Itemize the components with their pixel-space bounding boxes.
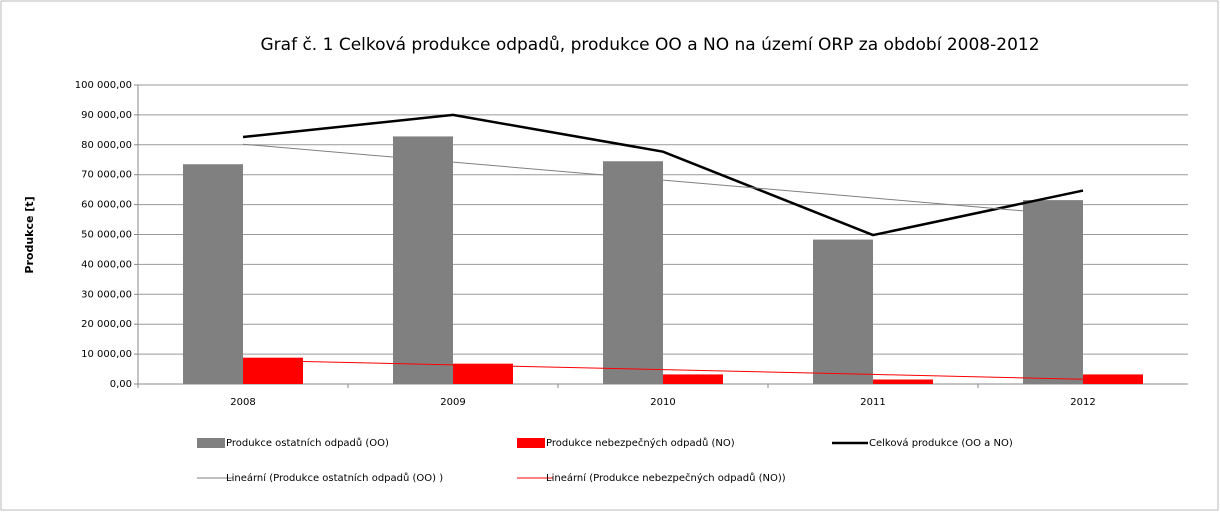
y-tick-label: 0,00 <box>110 379 132 390</box>
trend-line <box>242 143 1084 217</box>
y-tick-label: 40 000,00 <box>81 259 132 270</box>
bar <box>1023 200 1083 384</box>
legend-label: Produkce ostatních odpadů (OO) <box>226 437 389 449</box>
y-tick-label: 30 000,00 <box>81 289 132 300</box>
legend-label: Celková produkce (OO a NO) <box>869 437 1013 449</box>
y-tick-label: 60 000,00 <box>81 200 132 211</box>
y-tick-label: 90 000,00 <box>81 110 132 121</box>
x-tick-label: 2010 <box>650 397 675 408</box>
y-tick-label: 20 000,00 <box>81 319 132 330</box>
trend-line <box>242 359 1084 380</box>
x-tick-label: 2008 <box>230 397 255 408</box>
x-tick-label: 2012 <box>1070 397 1095 408</box>
legend-label: Produkce nebezpečných odpadů (NO) <box>546 437 735 449</box>
x-tick-label: 2011 <box>860 397 885 408</box>
y-tick-label: 100 000,00 <box>75 80 132 91</box>
y-tick-label: 70 000,00 <box>81 170 132 181</box>
y-axis-label: Produkce [t] <box>23 196 36 273</box>
x-tick-label: 2009 <box>440 397 465 408</box>
bar <box>873 379 933 384</box>
bar <box>393 136 453 384</box>
bar <box>603 161 663 384</box>
legend-swatch <box>517 438 545 448</box>
legend-label: Lineární (Produkce nebezpečných odpadů (… <box>546 472 786 484</box>
y-tick-label: 50 000,00 <box>81 230 132 241</box>
y-tick-label: 80 000,00 <box>81 140 132 151</box>
bar <box>663 374 723 384</box>
chart-title: Graf č. 1 Celková produkce odpadů, produ… <box>260 35 1039 55</box>
legend-swatch <box>197 438 225 448</box>
bar <box>243 357 303 384</box>
y-tick-label: 10 000,00 <box>81 349 132 360</box>
bar <box>183 164 243 384</box>
legend-label: Lineární (Produkce ostatních odpadů (OO)… <box>226 472 443 484</box>
bar <box>453 363 513 384</box>
line <box>242 113 1084 237</box>
bar <box>1083 374 1143 384</box>
bar <box>813 239 873 384</box>
